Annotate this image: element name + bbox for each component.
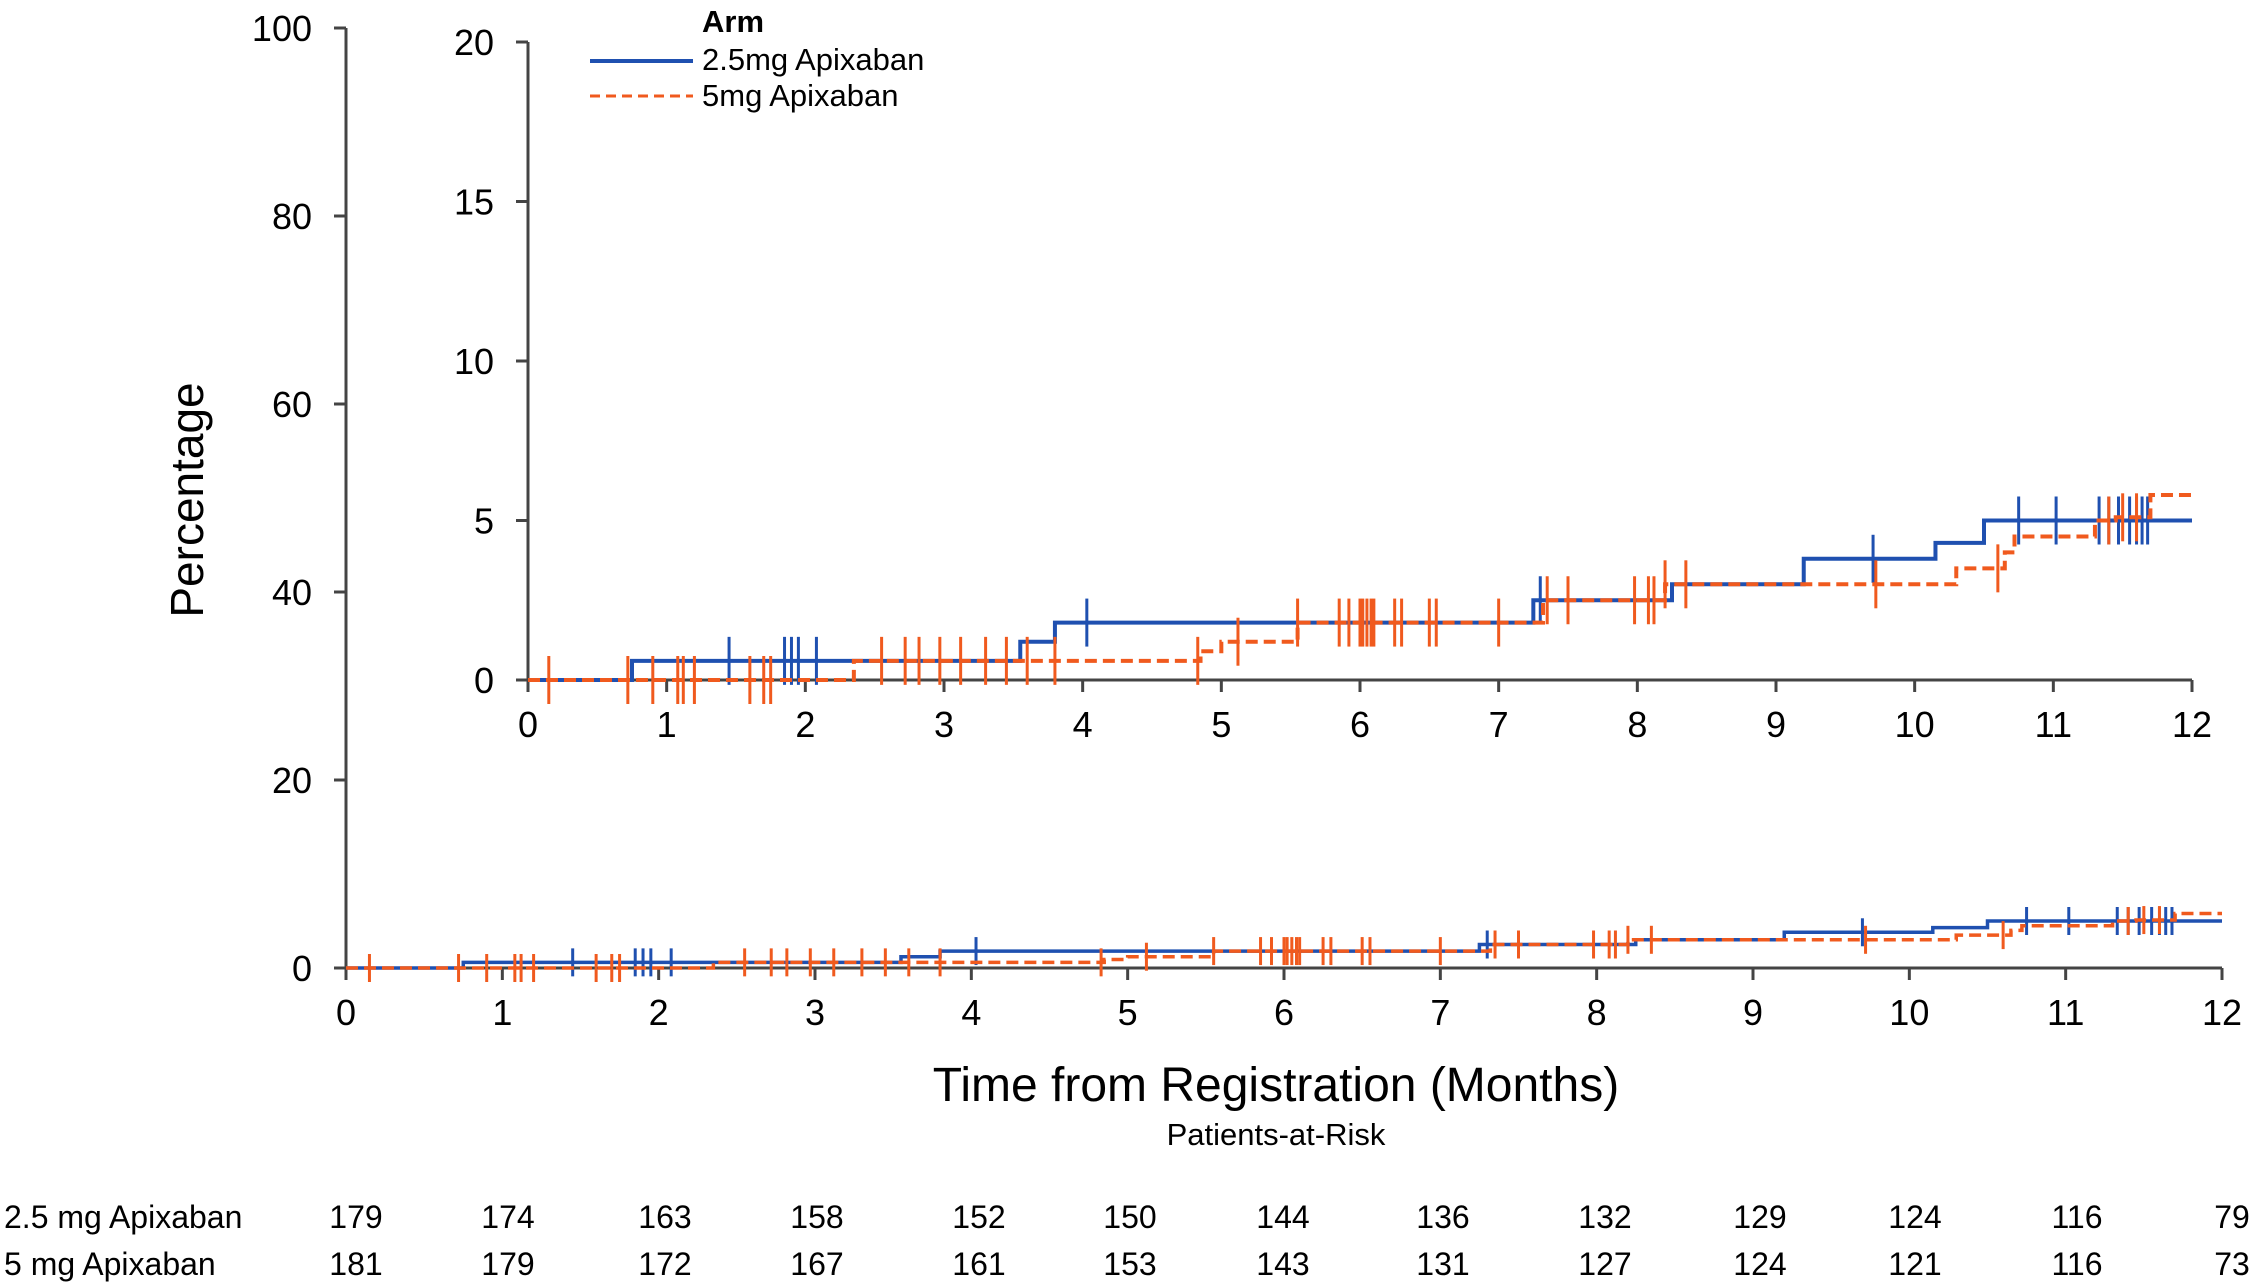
inset-y-tick-label-10: 10 — [454, 341, 494, 382]
legend-title: Arm — [702, 4, 764, 39]
risk-value-2-5mg-3: 158 — [790, 1199, 843, 1235]
inset-line-5mg — [528, 492, 2192, 682]
inset-x-tick-label-1: 1 — [657, 704, 677, 745]
main-y-tick-label-20: 20 — [272, 760, 312, 801]
risk-value-5mg-8: 127 — [1578, 1246, 1631, 1282]
risk-value-2-5mg-5: 150 — [1103, 1199, 1156, 1235]
risk-value-5mg-4: 161 — [952, 1246, 1005, 1282]
risk-value-2-5mg-7: 136 — [1416, 1199, 1469, 1235]
main-x-tick-label-4: 4 — [961, 992, 981, 1033]
main-x-tick-label-9: 9 — [1743, 992, 1763, 1033]
risk-value-2-5mg-0: 179 — [329, 1199, 382, 1235]
main-x-tick-label-7: 7 — [1430, 992, 1450, 1033]
inset-x-tick-label-9: 9 — [1766, 704, 1786, 745]
inset-series — [528, 492, 2192, 704]
inset-x-tick-label-4: 4 — [1073, 704, 1093, 745]
risk-value-5mg-3: 167 — [790, 1246, 843, 1282]
y-axis-title: Percentage — [161, 382, 213, 617]
inset-x-ticks: 0 1 2 3 4 5 6 7 8 9 10 11 12 — [518, 680, 2212, 745]
risk-value-5mg-7: 131 — [1416, 1246, 1469, 1282]
main-y-ticks: 0 20 40 60 80 100 — [252, 8, 346, 989]
main-x-tick-label-0: 0 — [336, 992, 356, 1033]
inset-y-tick-label-5: 5 — [474, 501, 494, 542]
risk-value-5mg-1: 179 — [481, 1246, 534, 1282]
risk-value-2-5mg-6: 144 — [1256, 1199, 1309, 1235]
risk-value-5mg-10: 121 — [1888, 1246, 1941, 1282]
risk-value-5mg-6: 143 — [1256, 1246, 1309, 1282]
legend: Arm 2.5mg Apixaban 5mg Apixaban — [590, 4, 924, 113]
legend-entry-2-5mg: 2.5mg Apixaban — [702, 42, 924, 77]
inset-y-tick-label-15: 15 — [454, 182, 494, 223]
risk-value-5mg-9: 124 — [1733, 1246, 1786, 1282]
patients-at-risk-table: Patients-at-Risk 2.5 mg Apixaban 5 mg Ap… — [4, 1117, 2250, 1282]
legend-entry-5mg: 5mg Apixaban — [702, 78, 898, 113]
main-y-tick-label-80: 80 — [272, 196, 312, 237]
risk-value-5mg-11: 116 — [2051, 1246, 2102, 1282]
main-x-tick-label-8: 8 — [1587, 992, 1607, 1033]
main-series — [346, 906, 2222, 982]
risk-value-5mg-2: 172 — [638, 1246, 691, 1282]
risk-value-5mg-12: 73 — [2214, 1246, 2250, 1282]
risk-value-2-5mg-8: 132 — [1578, 1199, 1631, 1235]
x-axis-title: Time from Registration (Months) — [933, 1059, 1619, 1112]
main-x-tick-label-12: 12 — [2202, 992, 2242, 1033]
main-x-tick-label-10: 10 — [1889, 992, 1929, 1033]
main-x-tick-label-1: 1 — [492, 992, 512, 1033]
main-x-tick-label-3: 3 — [805, 992, 825, 1033]
risk-row-label-5mg: 5 mg Apixaban — [4, 1246, 216, 1282]
inset-x-tick-label-8: 8 — [1627, 704, 1647, 745]
risk-value-2-5mg-1: 174 — [481, 1199, 534, 1235]
main-x-tick-label-2: 2 — [649, 992, 669, 1033]
patients-at-risk-title: Patients-at-Risk — [1167, 1117, 1386, 1152]
main-y-tick-label-100: 100 — [252, 8, 312, 49]
main-y-tick-label-0: 0 — [292, 948, 312, 989]
inset-x-tick-label-3: 3 — [934, 704, 954, 745]
risk-row-label-2-5mg: 2.5 mg Apixaban — [4, 1199, 242, 1235]
inset-x-tick-label-11: 11 — [2035, 704, 2072, 745]
inset-x-tick-label-10: 10 — [1895, 704, 1935, 745]
main-y-tick-label-40: 40 — [272, 572, 312, 613]
inset-x-tick-label-5: 5 — [1211, 704, 1231, 745]
main-x-tick-label-6: 6 — [1274, 992, 1294, 1033]
risk-value-2-5mg-9: 129 — [1733, 1199, 1786, 1235]
main-x-tick-label-5: 5 — [1118, 992, 1138, 1033]
risk-value-2-5mg-4: 152 — [952, 1199, 1005, 1235]
risk-value-2-5mg-11: 116 — [2051, 1199, 2102, 1235]
main-x-ticks: 0 1 2 3 4 5 6 7 8 9 10 11 12 — [336, 968, 2242, 1033]
risk-value-2-5mg-2: 163 — [638, 1199, 691, 1235]
risk-value-5mg-5: 153 — [1103, 1246, 1156, 1282]
inset-y-tick-label-0: 0 — [474, 660, 494, 701]
inset-y-ticks: 0 5 10 15 20 — [454, 22, 528, 701]
main-x-tick-label-11: 11 — [2047, 992, 2084, 1033]
inset-x-tick-label-2: 2 — [795, 704, 815, 745]
inset-x-tick-label-6: 6 — [1350, 704, 1370, 745]
inset-x-tick-label-12: 12 — [2172, 704, 2212, 745]
inset-x-tick-label-7: 7 — [1489, 704, 1509, 745]
inset-x-tick-label-0: 0 — [518, 704, 538, 745]
risk-values: 179 174 163 158 152 150 144 136 132 129 124 116 79 18… — [329, 1199, 2249, 1282]
risk-value-2-5mg-10: 124 — [1888, 1199, 1941, 1235]
inset-y-tick-label-20: 20 — [454, 22, 494, 63]
risk-value-5mg-0: 181 — [329, 1246, 382, 1282]
risk-value-2-5mg-12: 79 — [2214, 1199, 2250, 1235]
main-y-tick-label-60: 60 — [272, 384, 312, 425]
